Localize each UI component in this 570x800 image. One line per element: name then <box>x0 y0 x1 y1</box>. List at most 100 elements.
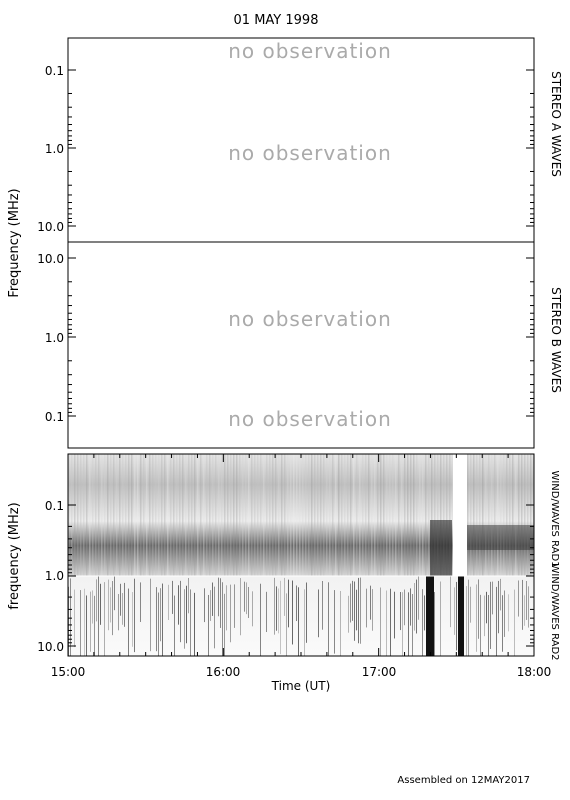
rad1-stripe <box>260 454 262 576</box>
rad1-stripe <box>116 454 118 576</box>
rad1-stripe <box>107 454 109 576</box>
rad2-stripe <box>104 582 105 656</box>
rad1-stripe <box>185 454 187 576</box>
rad2-stripe <box>98 576 99 656</box>
rad1-stripe <box>74 454 76 576</box>
rad1-stripe <box>305 454 307 576</box>
rad1-stripe <box>257 454 259 576</box>
rad1-stripe <box>176 454 178 576</box>
rad2-stripe <box>156 587 157 652</box>
rad2-stripe <box>84 588 85 656</box>
rad1-dark-feature <box>467 525 534 550</box>
rad2-stripe <box>160 588 161 642</box>
rad2-stripe <box>440 581 441 656</box>
rad2-stripe <box>484 595 485 637</box>
rad2-stripe <box>478 579 479 639</box>
rad2-stripe <box>114 576 115 611</box>
rad2-stripe <box>174 595 175 656</box>
rad1-stripe <box>239 454 241 576</box>
rad2-stripe <box>298 587 299 656</box>
rad1-stripe <box>158 454 160 576</box>
rad2-stripe <box>450 576 451 628</box>
rad1-stripe <box>77 454 79 576</box>
ytick-label: 0.1 <box>45 410 64 424</box>
rad1-stripe <box>206 454 208 576</box>
rad2-stripe <box>424 595 425 631</box>
rad2-stripe <box>230 584 231 643</box>
rad1-stripe <box>290 454 292 576</box>
rad2-stripe <box>278 588 279 634</box>
rad1-stripe <box>479 454 481 576</box>
rad2-burst <box>426 576 434 656</box>
rad1-stripe <box>299 454 301 576</box>
rad2-stripe <box>178 585 179 625</box>
rad1-stripe <box>146 454 148 576</box>
xtick-label: 18:00 <box>517 665 552 679</box>
rad2-stripe <box>456 581 457 651</box>
rad2-stripe <box>108 579 109 631</box>
rad1-stripe <box>383 454 385 576</box>
rad1-stripe <box>386 454 388 576</box>
y-axis-label-frequency: Frequency (MHz) <box>7 188 22 297</box>
rad1-stripe <box>428 454 430 576</box>
rad2-stripe <box>402 592 403 656</box>
rad2-stripe <box>172 580 173 614</box>
rad2-stripe <box>380 587 381 656</box>
rad2-stripe <box>96 579 97 622</box>
rad2-stripe <box>180 580 181 643</box>
rad2-stripe <box>490 581 491 649</box>
rad2-stripe <box>212 582 213 616</box>
rad1-stripe <box>395 454 397 576</box>
rad2-stripe <box>286 593 287 656</box>
rad2-stripe <box>296 585 297 622</box>
rad2-stripe <box>318 589 319 638</box>
rad1-stripe <box>191 454 193 576</box>
rad1-stripe <box>266 454 268 576</box>
rad1-stripe <box>194 454 196 576</box>
rad1-stripe <box>344 454 346 576</box>
rad2-stripe <box>234 584 235 628</box>
rad2-stripe <box>466 586 467 656</box>
rad2-stripe <box>70 578 71 656</box>
xtick-label: 16:00 <box>206 665 241 679</box>
rad1-stripe <box>83 454 85 576</box>
rad1-stripe <box>419 454 421 576</box>
side-label-rad2: WIND/WAVES RAD2 <box>549 563 560 660</box>
rad2-stripe <box>208 594 209 656</box>
rad1-stripe <box>308 454 310 576</box>
rad2-stripe <box>280 580 281 655</box>
rad1-stripe <box>284 454 286 576</box>
rad1-stripe <box>476 454 478 576</box>
rad2-stripe <box>284 577 285 616</box>
rad2-stripe <box>356 589 357 631</box>
rad1-stripe <box>164 454 166 576</box>
rad1-stripe <box>140 454 142 576</box>
rad2-stripe <box>124 582 125 627</box>
rad1-stripe <box>512 454 514 576</box>
rad2-stripe <box>100 583 101 625</box>
rad2-stripe <box>508 594 509 632</box>
rad1-stripe <box>485 454 487 576</box>
rad2-stripe <box>412 594 413 656</box>
rad2-stripe <box>468 579 469 656</box>
rad1-stripe <box>359 454 361 576</box>
rad1-stripe <box>80 454 82 576</box>
tick-marks <box>67 69 535 656</box>
rad2-stripe <box>352 580 353 621</box>
rad1-stripe <box>104 454 106 576</box>
rad2-stripe <box>410 588 411 626</box>
rad1-stripe <box>518 454 520 576</box>
rad2-stripe <box>328 582 329 656</box>
rad2-stripe <box>476 584 477 652</box>
rad2-stripe <box>224 593 225 656</box>
panel-stereo-a <box>67 37 535 243</box>
ytick-label: 1.0 <box>45 569 64 583</box>
rad1-stripe <box>338 454 340 576</box>
x-axis-label: Time (UT) <box>271 679 331 693</box>
rad2-stripe <box>128 588 129 656</box>
rad1-stripe <box>254 454 256 576</box>
rad1-stripe <box>521 454 523 576</box>
rad2-stripe <box>418 576 419 620</box>
rad1-stripe <box>170 454 172 576</box>
